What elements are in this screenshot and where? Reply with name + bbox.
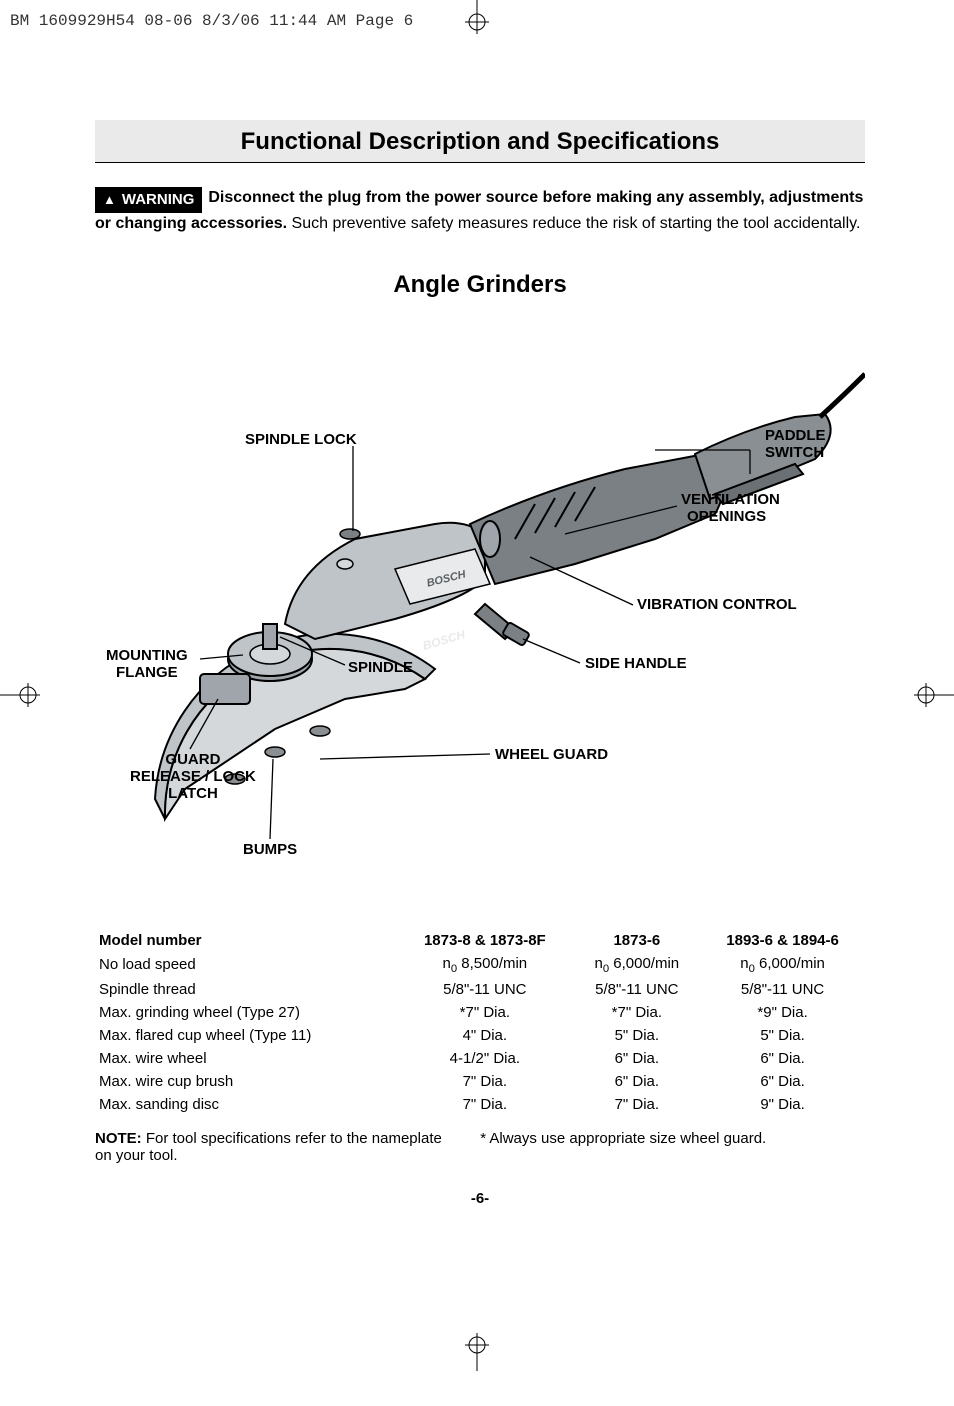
crop-mark-bottom xyxy=(457,1331,497,1376)
table-row: Spindle thread5/8"-11 UNC5/8"-11 UNC5/8"… xyxy=(95,978,865,1001)
footnote-row: NOTE: For tool specifications refer to t… xyxy=(95,1130,865,1164)
table-cell: Spindle thread xyxy=(95,978,396,1001)
spec-table: Model number 1873-8 & 1873-8F 1873-6 189… xyxy=(95,929,865,1116)
label-spindle-lock: SPINDLE LOCK xyxy=(245,431,357,448)
table-cell: Max. flared cup wheel (Type 11) xyxy=(95,1024,396,1047)
label-guard-latch: GUARDRELEASE / LOCKLATCH xyxy=(130,751,256,803)
table-cell: No load speed xyxy=(95,952,396,978)
page-title: Functional Description and Specification… xyxy=(95,120,865,163)
table-header-row: Model number 1873-8 & 1873-8F 1873-6 189… xyxy=(95,929,865,952)
label-wheel-guard: WHEEL GUARD xyxy=(495,746,608,763)
table-cell: 5/8"-11 UNC xyxy=(700,978,865,1001)
table-row: Max. wire wheel4-1/2" Dia.6" Dia.6" Dia. xyxy=(95,1047,865,1070)
table-cell: n0 6,000/min xyxy=(574,952,701,978)
table-cell: 4-1/2" Dia. xyxy=(396,1047,573,1070)
spec-header-1: 1873-8 & 1873-8F xyxy=(396,929,573,952)
table-cell: 5" Dia. xyxy=(700,1024,865,1047)
label-ventilation: VENTILATIONOPENINGS xyxy=(681,491,780,526)
label-mounting-flange: MOUNTINGFLANGE xyxy=(106,647,188,682)
grinder-diagram: BOSCH BOSCH xyxy=(95,339,865,899)
table-row: Max. grinding wheel (Type 27)*7" Dia.*7"… xyxy=(95,1001,865,1024)
table-cell: n0 8,500/min xyxy=(396,952,573,978)
table-row: No load speedn0 8,500/minn0 6,000/minn0 … xyxy=(95,952,865,978)
spec-header-2: 1873-6 xyxy=(574,929,701,952)
table-cell: n0 6,000/min xyxy=(700,952,865,978)
table-row: Max. wire cup brush7" Dia.6" Dia.6" Dia. xyxy=(95,1070,865,1093)
table-cell: 7" Dia. xyxy=(396,1070,573,1093)
table-cell: Max. sanding disc xyxy=(95,1093,396,1116)
table-cell: 6" Dia. xyxy=(700,1070,865,1093)
label-bumps: BUMPS xyxy=(243,841,297,858)
footnote-right: * Always use appropriate size wheel guar… xyxy=(450,1130,865,1164)
spec-header-3: 1893-6 & 1894-6 xyxy=(700,929,865,952)
warning-block: WARNINGDisconnect the plug from the powe… xyxy=(95,187,865,235)
table-cell: 5/8"-11 UNC xyxy=(396,978,573,1001)
table-cell: 5" Dia. xyxy=(574,1024,701,1047)
footnote-left: NOTE: For tool specifications refer to t… xyxy=(95,1130,450,1164)
spec-header-0: Model number xyxy=(95,929,396,952)
table-cell: 4" Dia. xyxy=(396,1024,573,1047)
table-cell: 6" Dia. xyxy=(574,1047,701,1070)
table-cell: 7" Dia. xyxy=(574,1093,701,1116)
table-row: Max. flared cup wheel (Type 11)4" Dia.5"… xyxy=(95,1024,865,1047)
print-header: BM 1609929H54 08-06 8/3/06 11:44 AM Page… xyxy=(10,12,413,30)
table-cell: Max. wire wheel xyxy=(95,1047,396,1070)
subtitle: Angle Grinders xyxy=(95,271,865,299)
warning-badge: WARNING xyxy=(95,187,202,213)
table-cell: 7" Dia. xyxy=(396,1093,573,1116)
table-cell: *9" Dia. xyxy=(700,1001,865,1024)
label-spindle: SPINDLE xyxy=(348,659,413,676)
label-paddle-switch: PADDLESWITCH xyxy=(765,427,826,462)
table-cell: *7" Dia. xyxy=(574,1001,701,1024)
crop-mark-left xyxy=(0,680,44,715)
table-cell: 6" Dia. xyxy=(700,1047,865,1070)
page-number: -6- xyxy=(95,1190,865,1207)
table-cell: 6" Dia. xyxy=(574,1070,701,1093)
label-vibration: VIBRATION CONTROL xyxy=(637,596,797,613)
table-cell: *7" Dia. xyxy=(396,1001,573,1024)
crop-mark-right xyxy=(910,680,954,715)
table-cell: 5/8"-11 UNC xyxy=(574,978,701,1001)
table-row: Max. sanding disc7" Dia.7" Dia.9" Dia. xyxy=(95,1093,865,1116)
table-cell: Max. grinding wheel (Type 27) xyxy=(95,1001,396,1024)
table-cell: Max. wire cup brush xyxy=(95,1070,396,1093)
warning-rest-text: Such preventive safety measures reduce t… xyxy=(287,215,860,232)
crop-mark-top xyxy=(457,0,497,30)
svg-text:BOSCH: BOSCH xyxy=(421,627,467,652)
table-cell: 9" Dia. xyxy=(700,1093,865,1116)
label-side-handle: SIDE HANDLE xyxy=(585,655,687,672)
